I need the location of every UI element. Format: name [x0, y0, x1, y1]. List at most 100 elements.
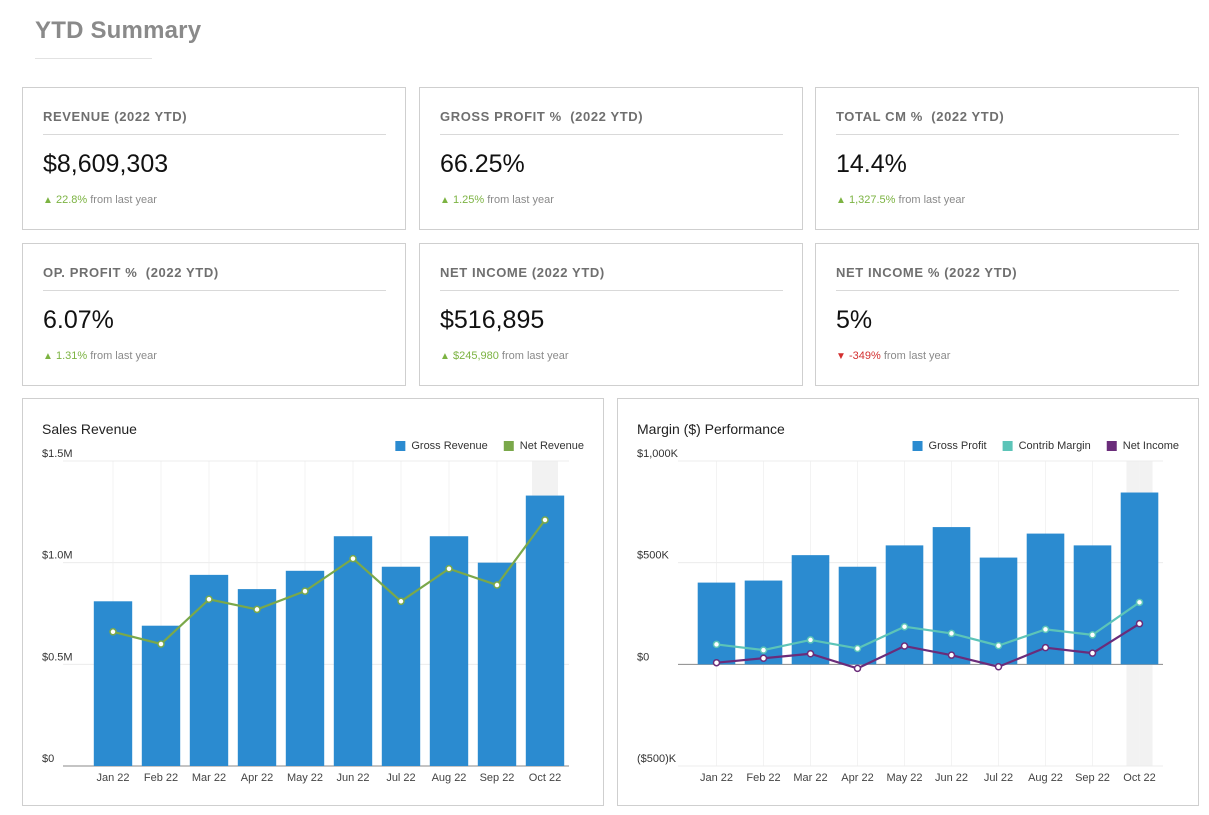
kpi-delta-suffix: from last year: [90, 350, 157, 362]
kpi-label: REVENUE (2022 YTD): [43, 109, 188, 124]
data-point: [759, 646, 768, 654]
x-tick-label: Feb 22: [746, 772, 780, 784]
x-tick-label: Oct 22: [1123, 772, 1155, 784]
kpi-delta: ▲ 1.25% from last year: [440, 194, 554, 206]
bar: [1073, 545, 1112, 665]
kpi-delta: ▲ 22.8% from last year: [43, 194, 157, 206]
data-point: [1041, 625, 1050, 634]
bar: [237, 589, 277, 766]
legend-swatch-icon: [395, 441, 406, 451]
x-tick-label: Jan 22: [96, 772, 129, 784]
x-tick-label: May 22: [287, 772, 323, 784]
data-point: [947, 651, 956, 659]
legend-swatch-icon: [912, 441, 923, 451]
kpi-delta: ▲ $245,980 from last year: [440, 350, 569, 362]
data-point: [397, 597, 405, 606]
data-point: [253, 605, 261, 614]
bar: [141, 625, 181, 766]
chart-title: Sales Revenue: [42, 421, 137, 437]
bar: [381, 566, 421, 766]
y-tick-label: $1.5M: [42, 448, 73, 460]
kpi-delta-value: 22.8%: [55, 194, 88, 206]
legend-swatch-icon: [1002, 441, 1013, 451]
bar: [477, 562, 517, 766]
y-tick-label: $1,000K: [637, 448, 679, 460]
data-point: [900, 622, 909, 631]
kpi-divider: [836, 134, 1179, 135]
bar: [932, 527, 971, 665]
data-point: [994, 663, 1003, 671]
page-title: YTD Summary: [35, 17, 202, 44]
kpi-delta-value: -349%: [848, 350, 881, 362]
data-point: [806, 636, 815, 644]
kpi-value: $516,895: [440, 306, 545, 334]
x-tick-label: Feb 22: [144, 772, 178, 784]
kpi-delta-suffix: from last year: [487, 194, 554, 206]
bar: [333, 536, 373, 766]
kpi-divider: [836, 290, 1179, 291]
kpi-card-net-income: NET INCOME (2022 YTD) $516,895 ▲ $245,98…: [419, 243, 803, 386]
kpi-card-net-income-pct: NET INCOME % (2022 YTD) 5% ▼ -349% from …: [815, 243, 1199, 386]
legend-swatch-icon: [503, 441, 514, 451]
bar: [697, 582, 736, 665]
bar: [285, 570, 325, 766]
x-tick-label: Aug 22: [432, 772, 467, 784]
data-point: [759, 654, 768, 662]
y-tick-label: $0.5M: [42, 651, 73, 663]
kpi-card-total-cm-pct: TOTAL CM % (2022 YTD) 14.4% ▲ 1,327.5% f…: [815, 87, 1199, 230]
kpi-value: 6.07%: [43, 306, 114, 334]
kpi-divider: [43, 134, 386, 135]
kpi-delta: ▲ 1.31% from last year: [43, 350, 157, 362]
legend-swatch-icon: [1106, 441, 1117, 451]
kpi-value: 14.4%: [836, 150, 907, 178]
x-tick-label: Jun 22: [935, 772, 968, 784]
kpi-value: $8,609,303: [43, 150, 169, 178]
data-point: [493, 581, 501, 589]
x-tick-label: Jul 22: [984, 772, 1013, 784]
y-tick-label: $0: [637, 651, 649, 663]
kpi-divider: [43, 290, 386, 291]
y-tick-label: $0: [42, 753, 54, 765]
data-point: [1088, 649, 1097, 657]
data-point: [712, 640, 721, 649]
bar: [1120, 492, 1159, 665]
up-arrow-icon: ▲: [43, 351, 53, 362]
bar: [429, 536, 469, 766]
x-tick-label: Apr 22: [241, 772, 273, 784]
data-point: [301, 587, 309, 595]
data-point: [1088, 631, 1097, 639]
data-point: [994, 641, 1003, 650]
kpi-value: 5%: [836, 306, 873, 334]
legend-label: Net Revenue: [520, 440, 584, 452]
bar: [1026, 533, 1065, 665]
legend-label: Net Income: [1123, 440, 1179, 452]
data-point: [349, 554, 357, 563]
x-tick-label: Jan 22: [700, 772, 733, 784]
chart-card-margin-performance: Margin ($) Performance $1,000K $500K $0 ($5…: [617, 398, 1199, 806]
bar: [791, 555, 830, 665]
title-divider: [35, 58, 152, 59]
data-point: [853, 644, 862, 653]
kpi-delta: ▲ 1,327.5% from last year: [836, 194, 965, 206]
kpi-delta-value: 1.31%: [55, 350, 88, 362]
data-point: [205, 595, 213, 604]
kpi-card-gross-profit-pct: GROSS PROFIT % (2022 YTD) 66.25% ▲ 1.25%…: [419, 87, 803, 230]
bar: [525, 495, 565, 766]
series-line: [716, 622, 1141, 670]
kpi-divider: [440, 134, 783, 135]
x-tick-label: Oct 22: [529, 772, 561, 784]
chart-title: Margin ($) Performance: [637, 421, 785, 437]
kpi-delta-value: 1.25%: [452, 194, 485, 206]
sales-revenue-chart: $1.5M $1.0M $0.5M $0 Jan 22 Feb 22 Mar 22 Apr 2…: [42, 440, 584, 784]
series-line: [716, 601, 1141, 652]
data-point: [900, 642, 909, 650]
data-point: [1135, 598, 1144, 607]
y-tick-label: $1.0M: [42, 550, 73, 562]
x-tick-label: Mar 22: [192, 772, 226, 784]
kpi-label: TOTAL CM % (2022 YTD): [836, 109, 1005, 124]
down-arrow-icon: ▼: [836, 351, 846, 362]
up-arrow-icon: ▲: [43, 195, 53, 206]
kpi-delta-suffix: from last year: [501, 350, 569, 362]
kpi-delta-suffix: from last year: [898, 194, 966, 206]
data-point: [853, 664, 862, 673]
